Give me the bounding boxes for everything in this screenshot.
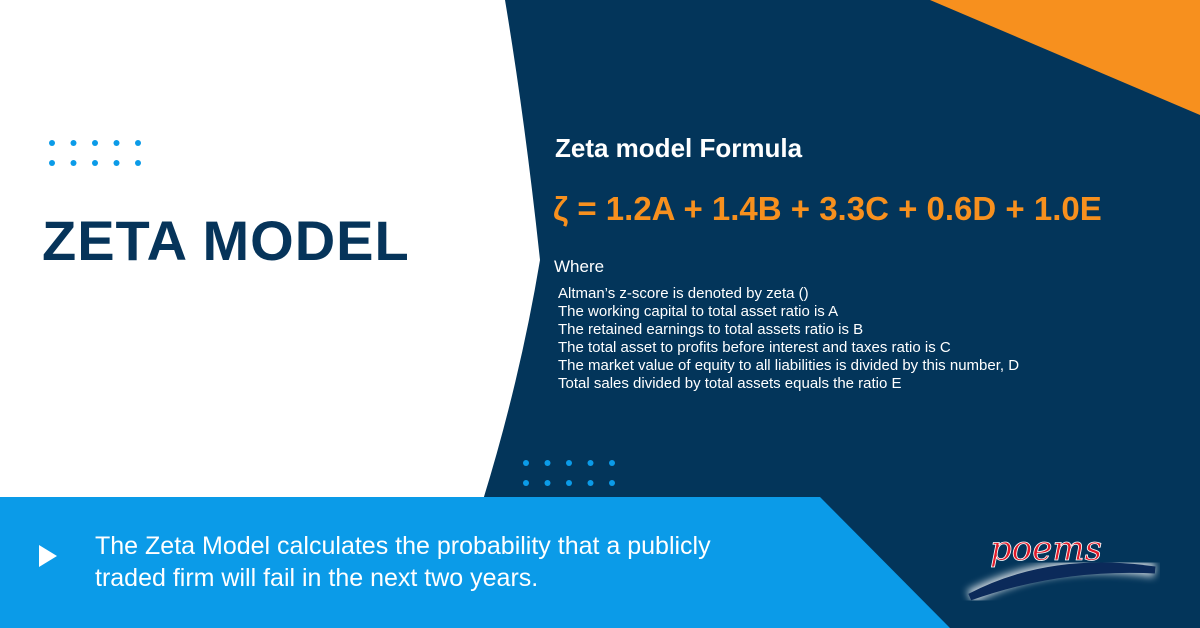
dot bbox=[587, 460, 594, 466]
dot bbox=[113, 140, 120, 146]
dot bbox=[70, 160, 77, 166]
where-label: Where bbox=[554, 257, 605, 276]
bottom-description-text: The Zeta Model calculates the probabilit… bbox=[95, 532, 711, 592]
dot bbox=[523, 460, 529, 466]
poems-logo: poems bbox=[966, 529, 1156, 604]
dot bbox=[92, 160, 98, 166]
play-icon bbox=[39, 545, 57, 567]
bottom-description: The Zeta Model calculates the probabilit… bbox=[95, 530, 855, 594]
dot bbox=[113, 160, 120, 166]
dot bbox=[49, 140, 55, 146]
dot bbox=[49, 160, 55, 166]
definition-item: The total asset to profits before intere… bbox=[558, 339, 951, 356]
definitions-list: Altman’s z-score is denoted by zeta () T… bbox=[558, 285, 1019, 393]
dot-grid-icon bbox=[523, 460, 615, 486]
navy-panel bbox=[483, 0, 1200, 628]
definition-item: Altman’s z-score is denoted by zeta () bbox=[558, 285, 809, 302]
dot bbox=[92, 140, 98, 146]
formula-title: Zeta model Formula bbox=[555, 133, 803, 163]
dot bbox=[135, 140, 141, 146]
blue-band bbox=[0, 497, 950, 628]
dot bbox=[135, 160, 141, 166]
definition-item: The working capital to total asset ratio… bbox=[558, 303, 839, 320]
dot bbox=[566, 460, 572, 466]
dot bbox=[544, 480, 551, 486]
dot bbox=[566, 480, 572, 486]
dot bbox=[523, 480, 529, 486]
formula: ζ = 1.2A + 1.4B + 3.3C + 0.6D + 1.0E bbox=[553, 190, 1102, 227]
dot bbox=[587, 480, 594, 486]
dot bbox=[609, 460, 615, 466]
definition-item: The retained earnings to total assets ra… bbox=[558, 321, 864, 338]
svg-text:poems: poems bbox=[990, 529, 1102, 569]
dot bbox=[609, 480, 615, 486]
orange-corner bbox=[930, 0, 1200, 115]
dot-grid-icon bbox=[49, 140, 141, 166]
definition-item: The market value of equity to all liabil… bbox=[558, 357, 1020, 374]
definition-item: Total sales divided by total assets equa… bbox=[558, 375, 902, 392]
dot bbox=[544, 460, 551, 466]
page-title: ZETA MODEL bbox=[42, 209, 410, 272]
dot bbox=[70, 140, 77, 146]
